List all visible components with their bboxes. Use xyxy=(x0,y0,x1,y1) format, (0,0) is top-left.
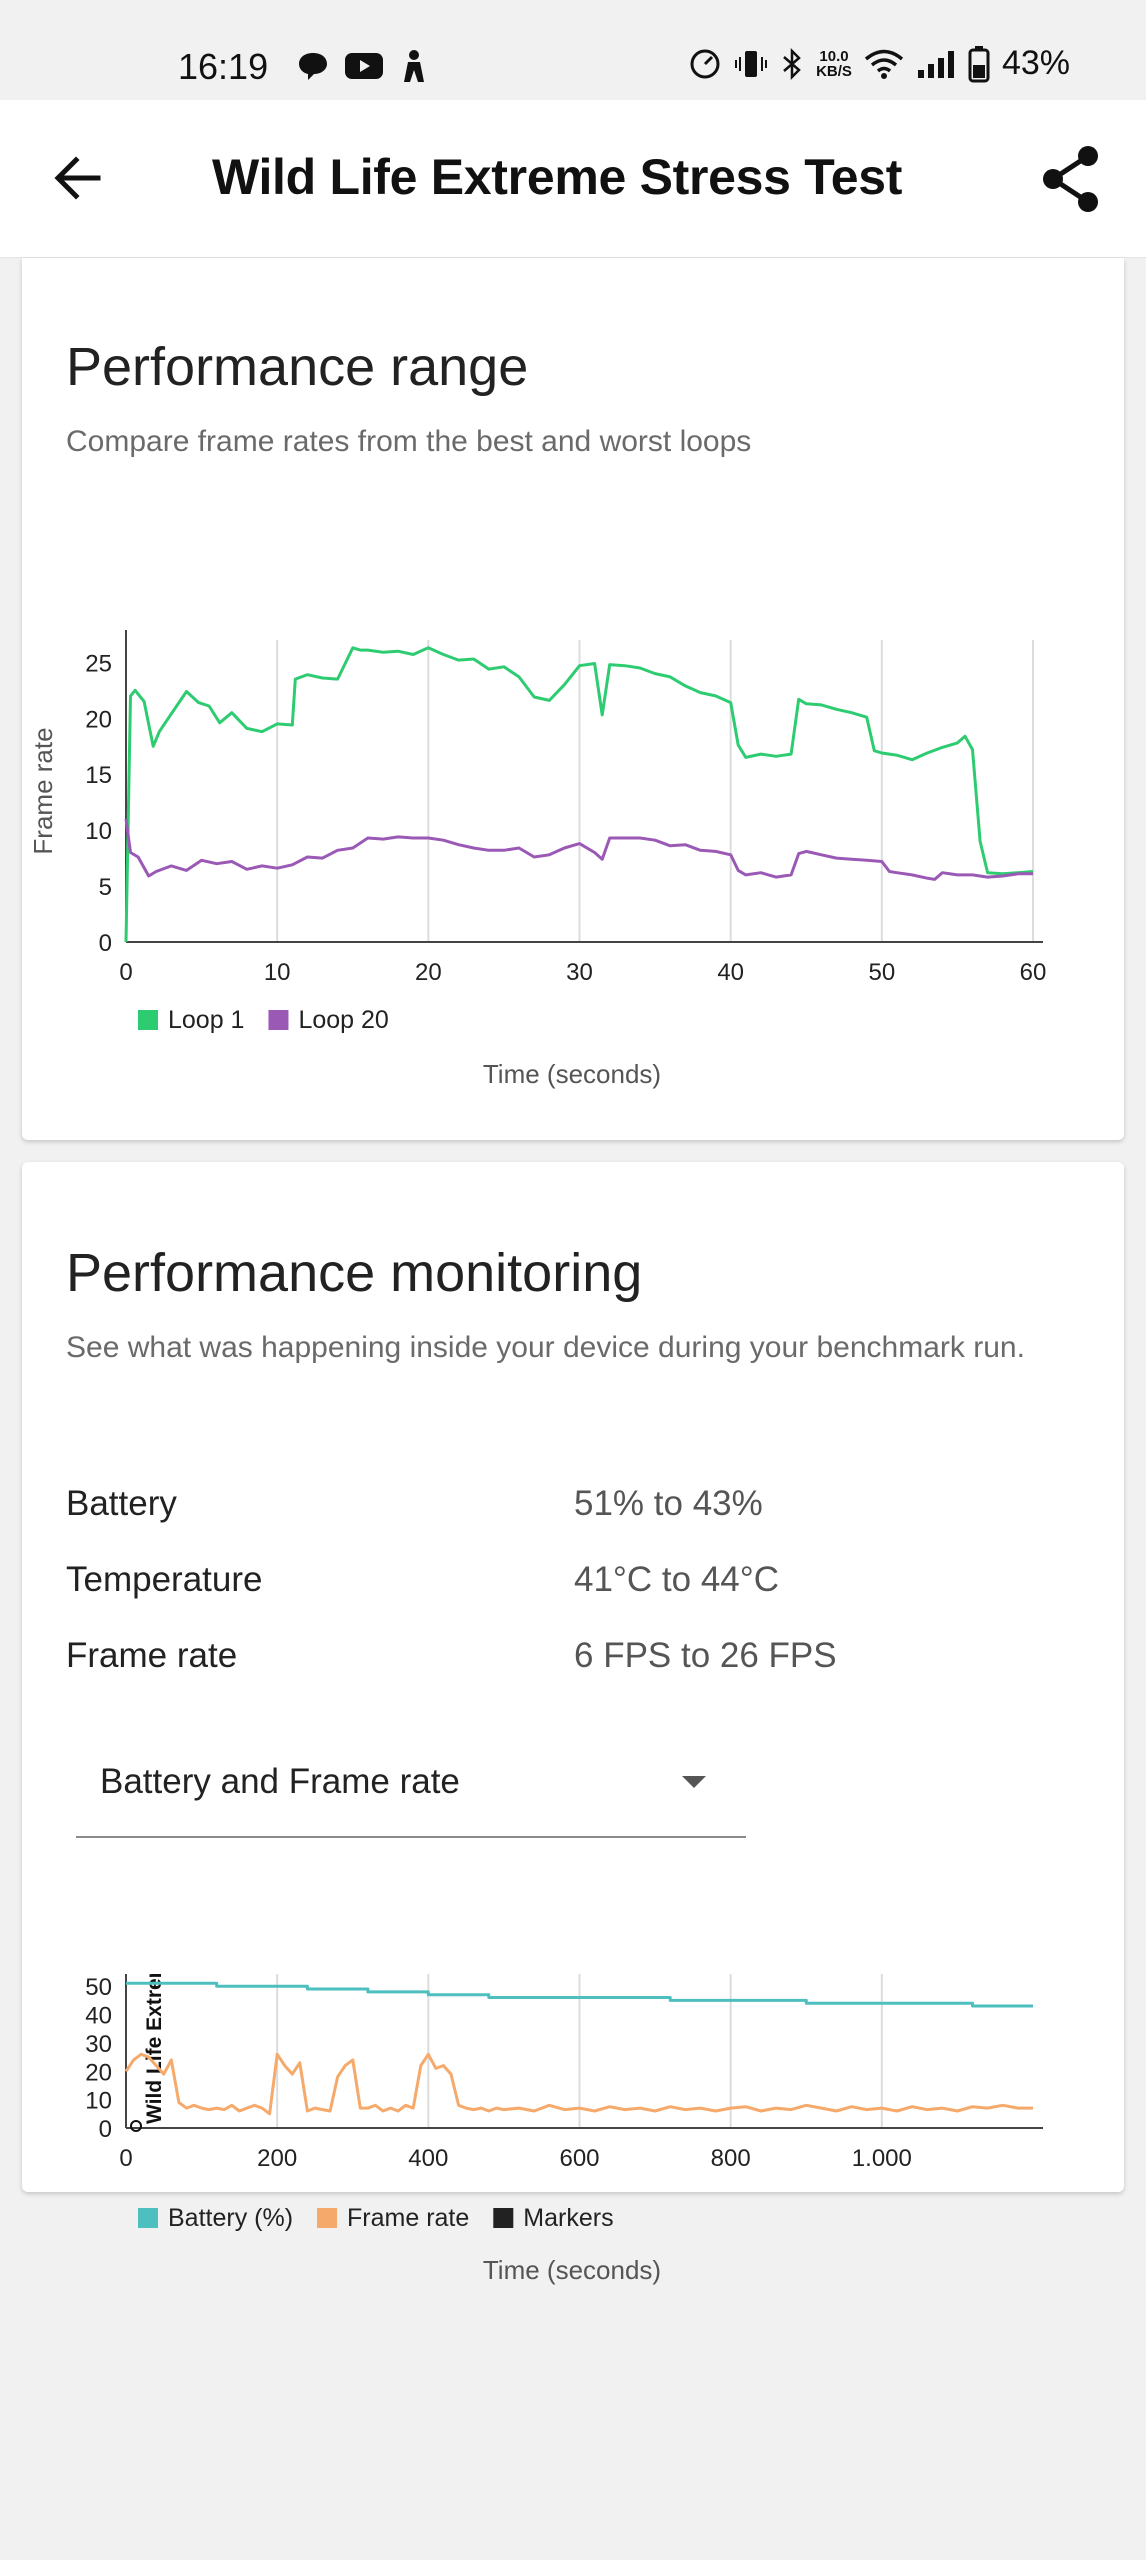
youtube-icon xyxy=(345,53,383,79)
x-axis-title: Time (seconds) xyxy=(483,1059,661,1089)
x-tick-label: 20 xyxy=(415,959,442,986)
x-tick-label: 60 xyxy=(1020,959,1047,986)
x-tick-label: 200 xyxy=(257,2145,297,2172)
performance-range-chart: 0 10 20 30 40 50 60 0 5 10 15 20 25 Frame rate Loop 1 L… xyxy=(28,630,1047,1089)
x-tick-label: 1.000 xyxy=(852,2145,912,2172)
x-tick-label: 10 xyxy=(264,959,291,986)
x-tick-label: 400 xyxy=(408,2145,448,2172)
x-tick-label: 50 xyxy=(868,959,895,986)
back-button[interactable] xyxy=(46,146,110,210)
network-speed-value: 10.0 xyxy=(819,47,849,65)
metric-battery-label: Battery xyxy=(66,1484,177,1523)
wifi-icon xyxy=(864,49,904,79)
legend-swatch xyxy=(268,1010,289,1030)
chart-type-dropdown[interactable]: Battery and Frame rate xyxy=(76,1744,746,1838)
y-tick-label: 20 xyxy=(85,2059,112,2086)
y-tick-label: 20 xyxy=(85,706,112,733)
y-tick-label: 40 xyxy=(85,2003,112,2030)
performance-monitoring-card: Performance monitoring See what was happ… xyxy=(22,1162,1124,2285)
performance-range-subtitle: Compare frame rates from the best and wo… xyxy=(66,425,752,458)
series-line-2 xyxy=(124,818,1033,881)
x-tick-label: 0 xyxy=(119,959,132,986)
series-line-1 xyxy=(126,1981,1033,2008)
signal-icon xyxy=(917,50,954,78)
x-tick-label: 600 xyxy=(559,2145,599,2172)
y-tick-label: 5 xyxy=(99,874,112,901)
dropdown-arrow-icon xyxy=(682,1776,706,1788)
person-icon xyxy=(404,50,424,82)
page-title: Wild Life Extreme Stress Test xyxy=(212,149,903,205)
metric-temperature-label: Temperature xyxy=(66,1560,263,1599)
y-tick-label: 25 xyxy=(85,650,112,677)
status-bar: 16:19 10.0 KB/S 43% xyxy=(0,0,1146,100)
x-axis-title: Time (seconds) xyxy=(483,2255,661,2285)
vibrate-icon xyxy=(735,50,768,77)
x-tick-label: 800 xyxy=(711,2145,751,2172)
performance-monitoring-title: Performance monitoring xyxy=(66,1243,643,1303)
series-line-1 xyxy=(124,646,1034,943)
x-tick-label: 30 xyxy=(566,959,593,986)
legend-swatch xyxy=(138,1010,158,1030)
marker-label: Wild Life Extreme Stress Test xyxy=(143,1974,166,2124)
chat-bubble-icon xyxy=(299,53,327,80)
y-axis-title: Frame rate xyxy=(28,727,58,854)
status-time: 16:19 xyxy=(178,46,269,87)
status-left-icons xyxy=(296,48,430,84)
legend-label: Battery (%) xyxy=(168,2204,293,2232)
y-tick-label: 30 xyxy=(85,2031,112,2058)
y-tick-label: 15 xyxy=(85,762,112,789)
battery-icon xyxy=(968,45,990,82)
y-tick-label: 10 xyxy=(85,818,112,845)
metric-framerate-value: 6 FPS to 26 FPS xyxy=(574,1636,837,1675)
y-tick-label: 0 xyxy=(99,930,112,957)
status-right-icons: 10.0 KB/S 43% xyxy=(688,44,1070,83)
metric-temperature-value: 41°C to 44°C xyxy=(574,1560,780,1599)
series-line-2 xyxy=(124,2052,1033,2116)
legend-swatch xyxy=(138,2208,158,2228)
network-speed: 10.0 KB/S xyxy=(816,49,852,79)
legend-swatch xyxy=(493,2208,514,2228)
metric-battery-value: 51% to 43% xyxy=(574,1484,763,1523)
network-speed-unit: KB/S xyxy=(816,62,852,80)
metric-framerate-label: Frame rate xyxy=(66,1636,238,1675)
legend-label: Loop 20 xyxy=(298,1006,388,1034)
y-tick-label: 10 xyxy=(85,2088,112,2115)
arrow-left-icon xyxy=(54,156,101,200)
marker-point xyxy=(130,2120,142,2132)
share-button[interactable] xyxy=(1036,144,1106,214)
share-icon xyxy=(1043,146,1098,212)
speedometer-icon xyxy=(690,49,720,78)
performance-range-title: Performance range xyxy=(66,337,529,397)
performance-range-card: Performance range Compare frame rates fr… xyxy=(22,258,1124,1140)
legend-label: Loop 1 xyxy=(168,1006,244,1034)
dropdown-selected-value: Battery and Frame rate xyxy=(100,1762,460,1801)
performance-monitoring-subtitle: See what was happening inside your devic… xyxy=(66,1331,1025,1364)
bluetooth-icon xyxy=(783,47,801,80)
legend-label: Frame rate xyxy=(347,2204,469,2232)
app-bar: Wild Life Extreme Stress Test xyxy=(0,100,1146,258)
battery-percent: 43% xyxy=(1001,44,1070,82)
y-tick-label: 0 xyxy=(99,2116,112,2143)
y-tick-label: 50 xyxy=(85,1974,112,2001)
x-tick-label: 0 xyxy=(119,2145,132,2172)
legend-label: Markers xyxy=(523,2204,613,2232)
x-tick-label: 40 xyxy=(717,959,744,986)
legend-swatch xyxy=(317,2208,338,2228)
